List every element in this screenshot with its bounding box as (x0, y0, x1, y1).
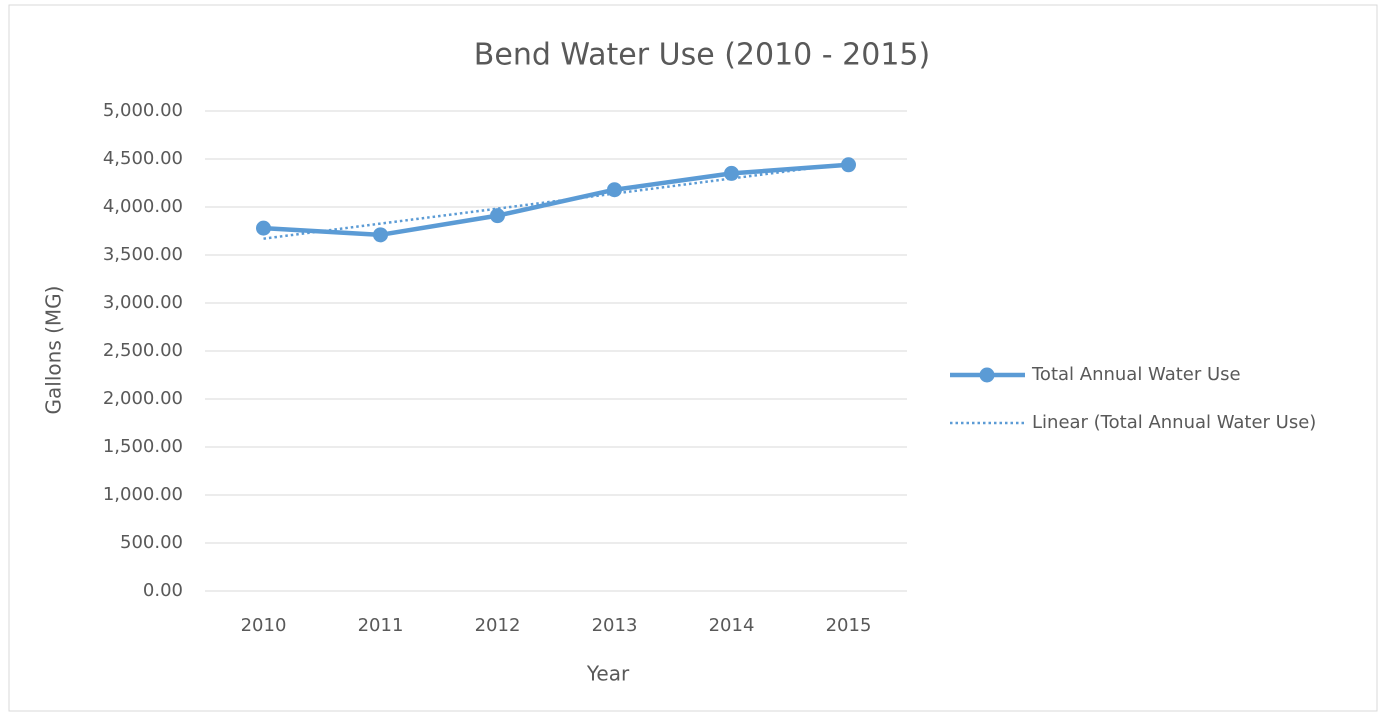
y-tick-label: 3,500.00 (103, 244, 183, 265)
data-point (841, 157, 856, 173)
x-tick-label: 2013 (592, 615, 638, 636)
legend-label: Linear (Total Annual Water Use) (1032, 412, 1316, 433)
y-axis-label: Gallons (MG) (42, 286, 66, 415)
y-tick-label: 2,000.00 (103, 388, 183, 409)
y-tick-label: 0.00 (143, 580, 183, 601)
y-tick-label: 4,500.00 (103, 148, 183, 169)
y-tick-label: 5,000.00 (103, 100, 183, 121)
x-axis-label: Year (586, 662, 630, 686)
series-line (263, 162, 849, 238)
legend-marker (979, 367, 995, 383)
y-tick-label: 3,000.00 (103, 292, 183, 313)
chart-border (8, 4, 1378, 712)
y-tick-label: 2,500.00 (103, 340, 183, 361)
data-point (256, 220, 271, 236)
y-tick-label: 4,000.00 (103, 196, 183, 217)
series-line (263, 162, 849, 240)
x-tick-label: 2011 (358, 615, 404, 636)
y-tick-label: 500.00 (120, 532, 183, 553)
x-tick-label: 2015 (826, 615, 872, 636)
chart-title: Bend Water Use (2010 - 2015) (474, 38, 930, 73)
data-point (490, 208, 505, 224)
y-tick-label: 1,500.00 (103, 436, 183, 457)
y-tick-label: 1,000.00 (103, 484, 183, 505)
x-tick-label: 2012 (475, 615, 521, 636)
x-tick-label: 2014 (709, 615, 755, 636)
data-point (724, 165, 739, 181)
x-tick-label: 2010 (241, 615, 287, 636)
legend-label: Total Annual Water Use (1031, 364, 1241, 385)
data-point (373, 227, 388, 243)
